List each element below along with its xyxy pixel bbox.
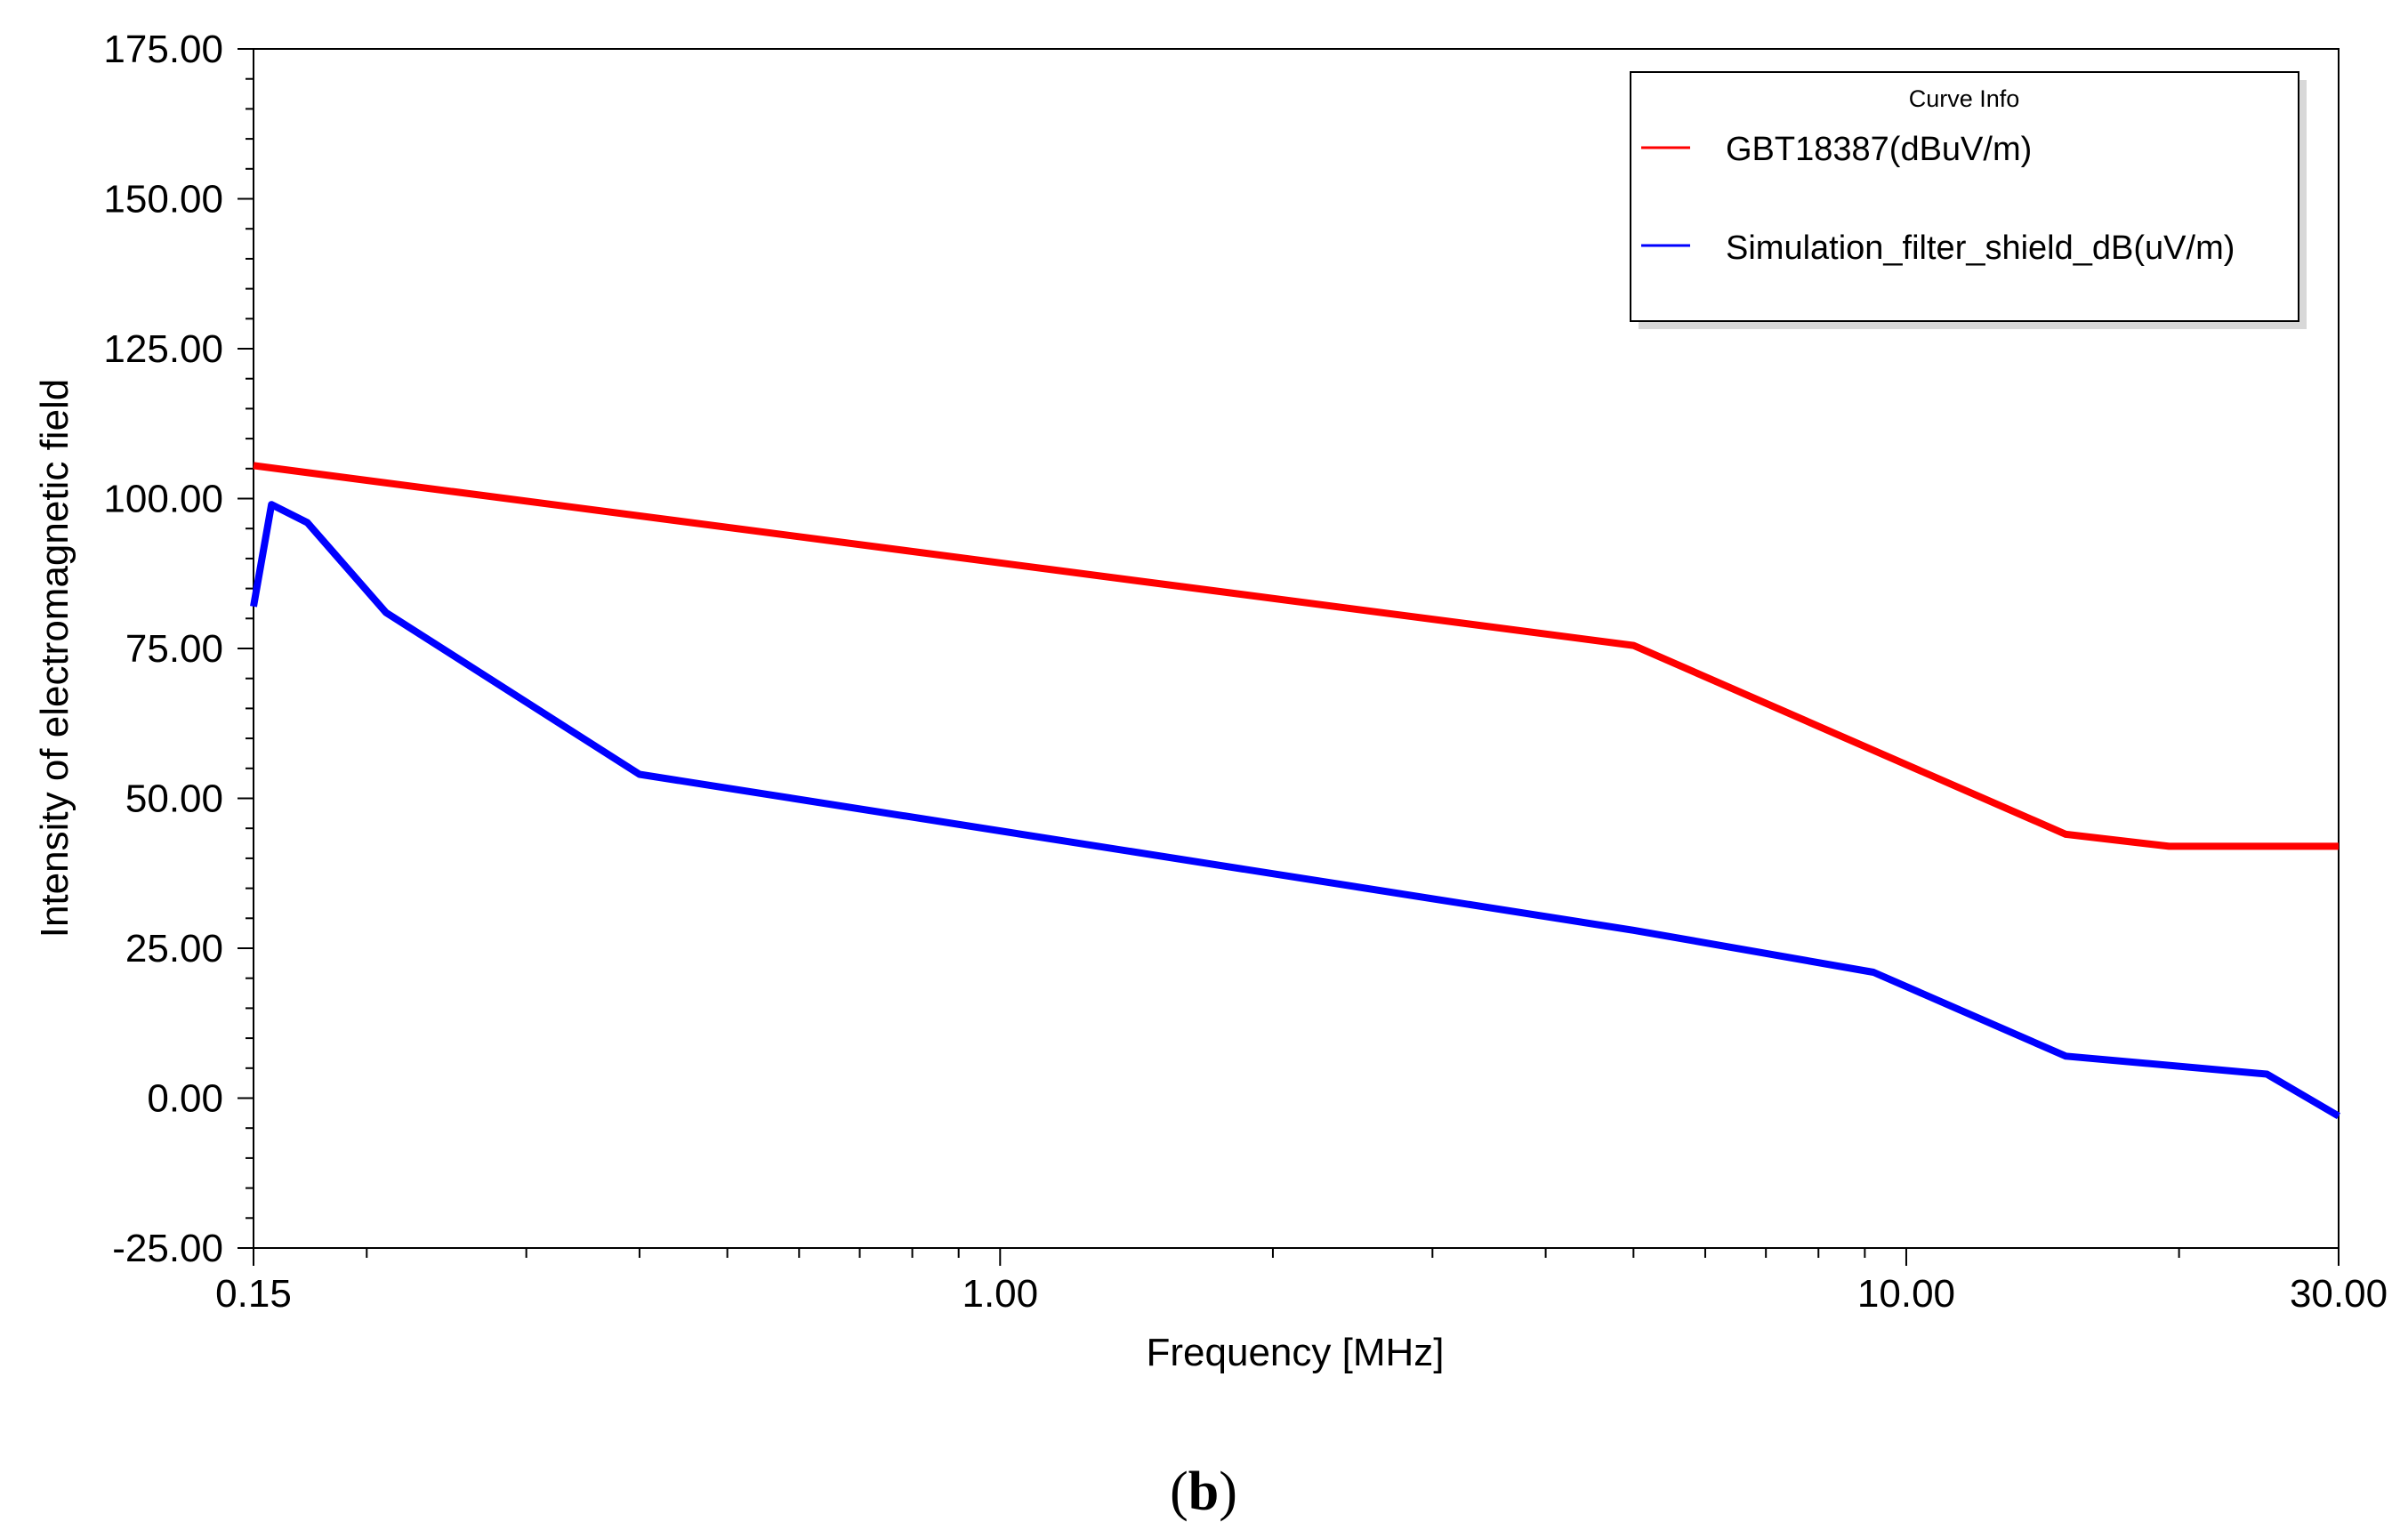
- y-tick-label: 25.00: [125, 927, 223, 970]
- x-tick-label: 10.00: [1857, 1272, 1955, 1316]
- x-axis-ticks: 0.15 1.00 10.00 30.00: [215, 1248, 2388, 1316]
- y-axis-title: Intensity of electromagnetic field: [33, 379, 77, 938]
- figure-caption: (b): [1170, 1462, 1237, 1522]
- legend-box: [1630, 71, 2299, 322]
- caption-open-paren: (: [1170, 1462, 1188, 1522]
- y-tick-label: 125.00: [103, 327, 223, 371]
- y-tick-label: 0.00: [147, 1077, 223, 1121]
- x-tick-label: 30.00: [2290, 1272, 2388, 1316]
- series-line-0: [253, 462, 2339, 850]
- legend-title: Curve Info: [1909, 85, 2020, 112]
- y-axis-ticks: -25.00 0.00 25.00 50.00 75.00 100.00 125.00 150…: [103, 28, 254, 1270]
- x-axis-title: Frequency [MHz]: [1147, 1331, 1445, 1374]
- legend-label-simulation: Simulation_filter_shield_dB(uV/m): [1726, 229, 2235, 267]
- y-tick-label: 100.00: [103, 478, 223, 521]
- series-lines: [250, 462, 2341, 1120]
- caption-close-paren: ): [1219, 1462, 1237, 1522]
- x-tick-label: 0.15: [215, 1272, 292, 1316]
- y-tick-label: -25.00: [112, 1227, 223, 1270]
- y-tick-label: 50.00: [125, 777, 223, 821]
- y-tick-label: 75.00: [125, 627, 223, 671]
- legend: Curve Info GBT18387(dBuV/m) Simulation_f…: [1630, 71, 2307, 329]
- y-tick-label: 150.00: [103, 178, 223, 221]
- series-line-1: [250, 501, 2341, 1120]
- legend-label-gbt18387: GBT18387(dBuV/m): [1726, 131, 2032, 168]
- minor-ticks: [246, 77, 2180, 1258]
- y-tick-label: 175.00: [103, 28, 223, 71]
- x-tick-label: 1.00: [962, 1272, 1038, 1316]
- caption-letter: b: [1188, 1462, 1219, 1522]
